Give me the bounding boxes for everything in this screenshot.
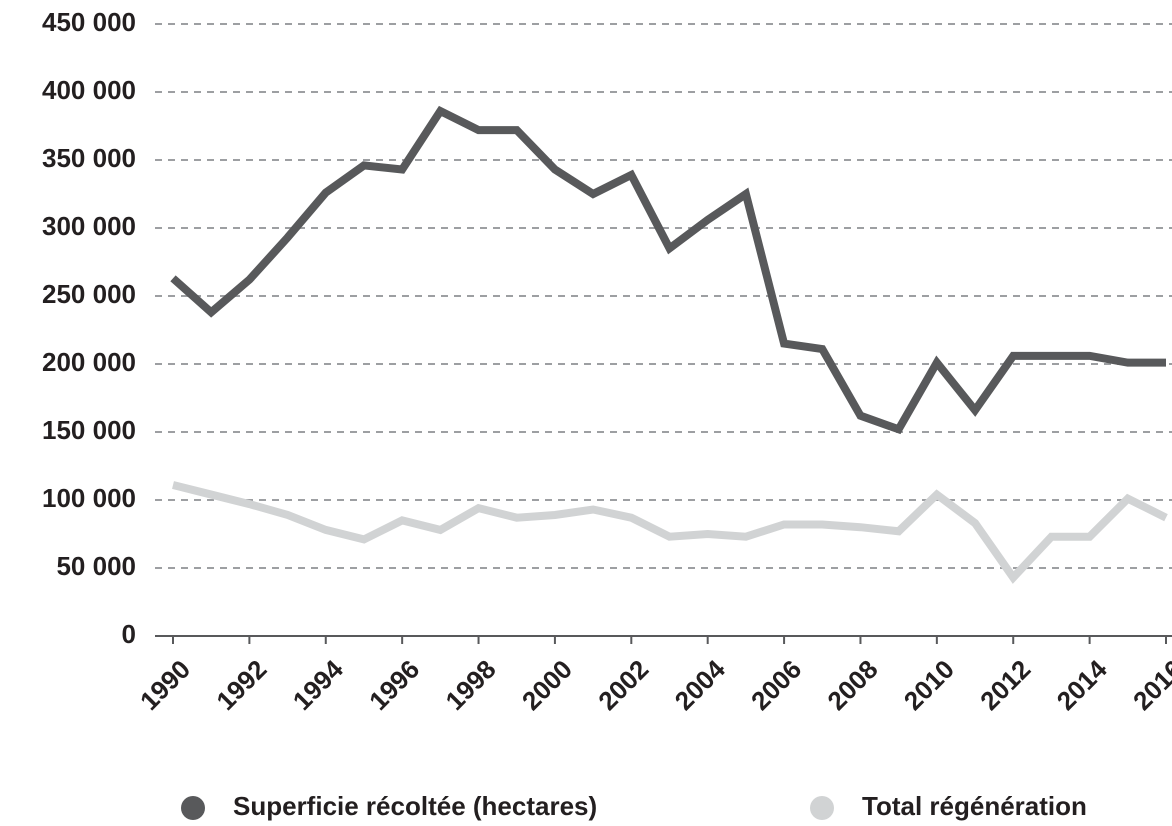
y-tick-label: 450 000 xyxy=(42,7,136,37)
x-tick-label: 2000 xyxy=(516,654,578,716)
y-tick-label: 150 000 xyxy=(42,415,136,445)
x-tick-label: 2016 xyxy=(1127,654,1172,716)
y-tick-label: 100 000 xyxy=(42,483,136,513)
x-tick-label: 2010 xyxy=(898,654,960,716)
x-tick-label: 2006 xyxy=(745,654,807,716)
legend-label: Superficie récoltée (hectares) xyxy=(233,791,597,821)
x-tick-label: 1996 xyxy=(363,654,425,716)
y-tick-label: 200 000 xyxy=(42,347,136,377)
y-tick-label: 350 000 xyxy=(42,143,136,173)
x-tick-label: 2012 xyxy=(974,654,1036,716)
x-tick-label: 2014 xyxy=(1051,654,1113,716)
line-series xyxy=(170,105,1166,435)
line-series xyxy=(172,481,1168,584)
y-tick-label: 300 000 xyxy=(42,211,136,241)
x-tick-label: 1992 xyxy=(210,654,272,716)
x-tick-label: 2008 xyxy=(821,654,883,716)
x-tick-label: 1998 xyxy=(440,654,502,716)
x-tick-label: 1990 xyxy=(134,654,196,716)
y-tick-label: 50 000 xyxy=(56,551,136,581)
x-tick-label: 1994 xyxy=(287,654,349,716)
x-tick-label: 2002 xyxy=(592,654,654,716)
legend-marker xyxy=(181,796,205,820)
y-tick-label: 400 000 xyxy=(42,75,136,105)
legend-label: Total régénération xyxy=(862,791,1087,821)
y-tick-label: 250 000 xyxy=(42,279,136,309)
x-tick-label: 2004 xyxy=(669,654,731,716)
legend-marker xyxy=(810,796,834,820)
y-tick-label: 0 xyxy=(122,619,136,649)
